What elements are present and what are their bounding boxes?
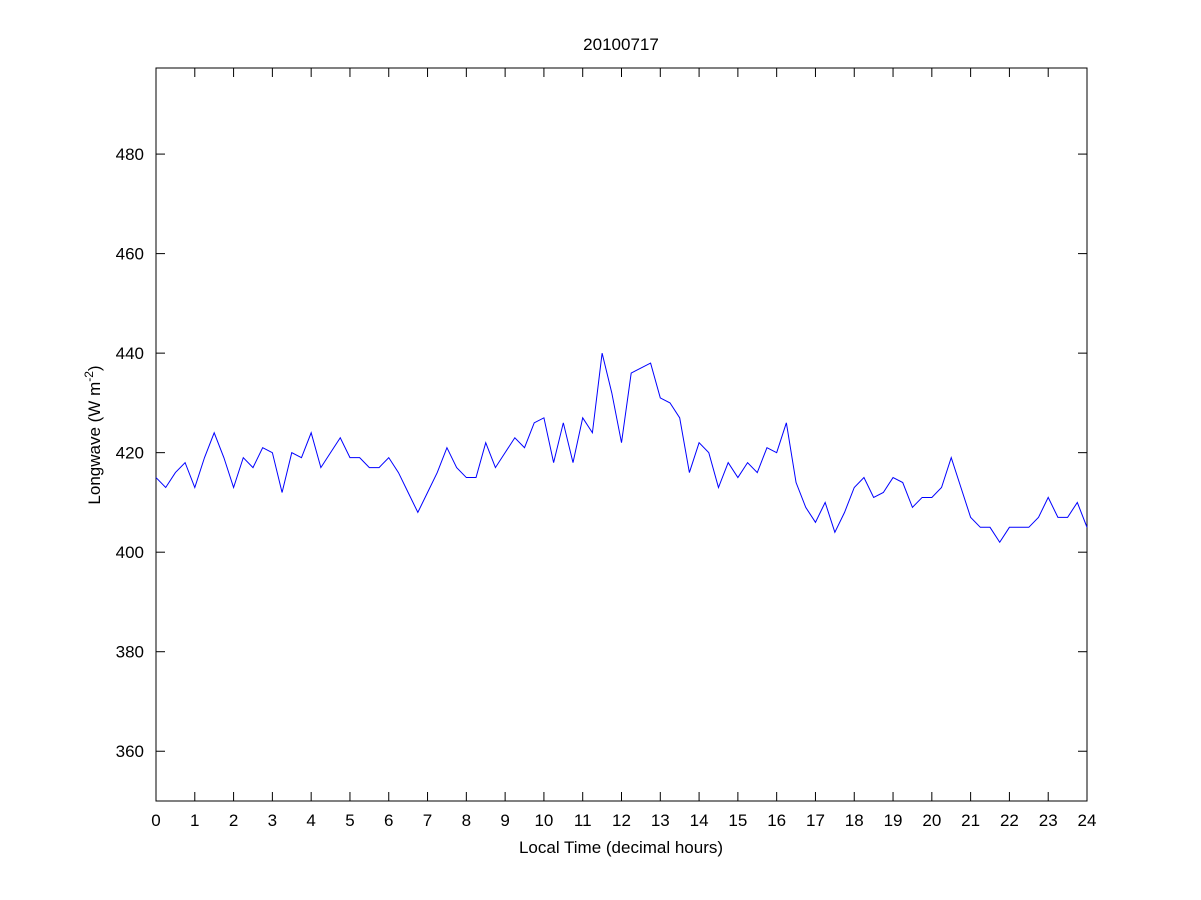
x-tick-label: 1: [190, 811, 199, 830]
x-tick-label: 11: [574, 811, 592, 830]
y-tick-label: 360: [116, 742, 144, 761]
x-tick-label: 12: [612, 811, 631, 830]
x-tick-label: 22: [1000, 811, 1019, 830]
x-tick-label: 23: [1039, 811, 1058, 830]
y-label-text: Longwave (W m: [85, 382, 104, 505]
plot-frame: [155, 67, 1088, 802]
x-tick-label: 9: [500, 811, 509, 830]
x-tick-label: 10: [534, 811, 553, 830]
x-tick-label: 19: [884, 811, 903, 830]
x-tick-label: 5: [345, 811, 354, 830]
data-line: [155, 353, 1088, 544]
x-tick-label: 3: [268, 811, 277, 830]
x-tick-label: 7: [423, 811, 432, 830]
x-tick-label: 0: [151, 811, 160, 830]
y-tick-label: 460: [116, 245, 144, 264]
x-tick-label: 14: [690, 811, 709, 830]
y-tick-label: 440: [116, 344, 144, 363]
x-tick-label: 24: [1078, 811, 1097, 830]
x-tick-label: 17: [806, 811, 825, 830]
x-axis-label: Local Time (decimal hours): [519, 838, 723, 857]
y-axis-label: Longwave (W m-2): [82, 365, 104, 504]
x-tick-label: 8: [462, 811, 471, 830]
x-tick-label: 13: [651, 811, 670, 830]
x-tick-label: 2: [229, 811, 238, 830]
x-tick-label: 21: [961, 811, 980, 830]
x-tick-label: 20: [922, 811, 941, 830]
x-tick-label: 16: [767, 811, 786, 830]
x-tick-label: 6: [384, 811, 393, 830]
y-tick-label: 420: [116, 444, 144, 463]
y-label-tail: ): [85, 365, 104, 371]
y-tick-label: 400: [116, 543, 144, 562]
y-tick-label: 380: [116, 643, 144, 662]
x-tick-label: 4: [306, 811, 315, 830]
y-tick-label: 480: [116, 145, 144, 164]
chart-title: 20100717: [583, 35, 659, 54]
y-label-sup: -2: [82, 371, 96, 382]
x-tick-label: 15: [728, 811, 747, 830]
x-tick-label: 18: [845, 811, 864, 830]
